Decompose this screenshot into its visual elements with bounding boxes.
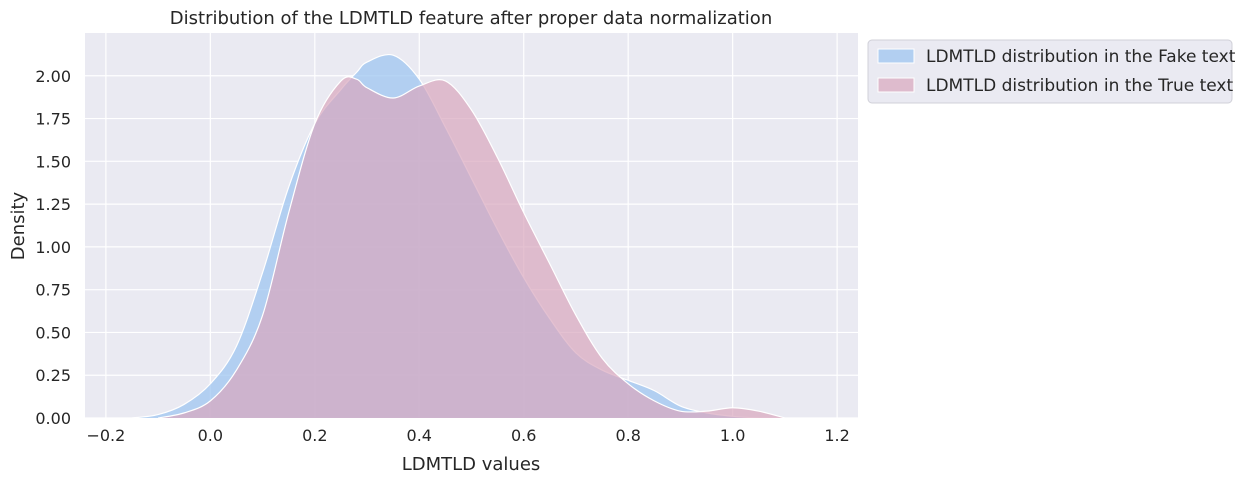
legend-label-true: LDMTLD distribution in the True text (926, 76, 1233, 96)
y-tick-label: 2.00 (35, 67, 71, 86)
y-tick-label: 1.00 (35, 238, 71, 257)
x-axis-label: LDMTLD values (402, 454, 541, 475)
x-tick-label: 0.2 (302, 426, 327, 445)
y-tick-label: 1.25 (35, 195, 71, 214)
y-tick-labels: 0.00 0.25 0.50 0.75 1.00 1.25 1.50 1.75 2.00 (35, 67, 71, 428)
x-tick-label: −0.2 (86, 426, 125, 445)
legend-label-fake: LDMTLD distribution in the Fake text (926, 47, 1236, 67)
y-tick-label: 0.25 (35, 366, 71, 385)
x-tick-label: 0.6 (511, 426, 536, 445)
chart-title: Distribution of the LDMTLD feature after… (170, 8, 772, 29)
legend: LDMTLD distribution in the Fake text LDM… (867, 39, 1236, 104)
x-tick-labels: −0.2 0.0 0.2 0.4 0.6 0.8 1.0 1.2 (86, 426, 849, 445)
density-area-true-edge (158, 76, 786, 419)
y-tick-label: 1.75 (35, 110, 71, 129)
x-tick-label: 0.4 (407, 426, 432, 445)
y-tick-label: 0.75 (35, 281, 71, 300)
x-tick-label: 0.8 (615, 426, 640, 445)
legend-swatch-fake (877, 48, 915, 64)
density-area-true (158, 76, 785, 419)
x-tick-label: 1.0 (720, 426, 745, 445)
y-axis-label: Density (8, 191, 29, 260)
y-tick-label: 0.50 (35, 323, 71, 342)
legend-swatch-true (877, 77, 915, 93)
x-tick-label: 0.0 (198, 426, 223, 445)
y-tick-label: 0.00 (35, 409, 71, 428)
density-areas (131, 53, 786, 419)
y-tick-label: 1.50 (35, 152, 71, 171)
x-tick-label: 1.2 (824, 426, 849, 445)
legend-frame (867, 39, 1233, 104)
